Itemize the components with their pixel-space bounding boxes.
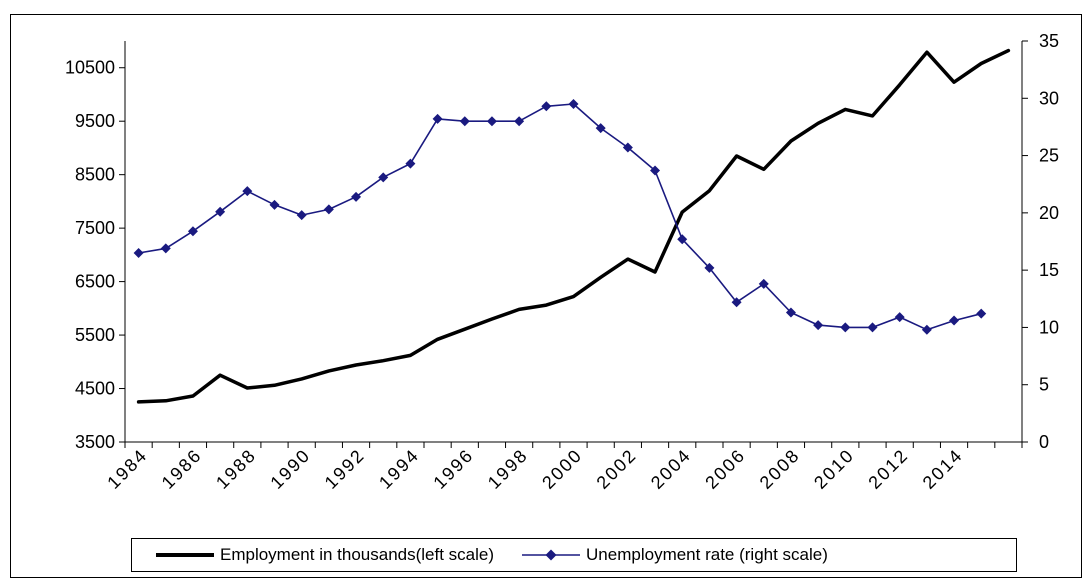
chart-legend: Employment in thousands(left scale) Unem… xyxy=(131,538,1017,572)
x-tick-label: 2014 xyxy=(919,445,967,493)
unemployment-point xyxy=(405,158,416,169)
right-y-tick-label: 5 xyxy=(1039,375,1049,395)
right-y-tick-label: 30 xyxy=(1039,88,1059,108)
unemployment-point xyxy=(976,308,987,319)
unemployment-point xyxy=(921,324,932,335)
unemployment-point xyxy=(785,307,796,318)
unemployment-point xyxy=(160,243,171,254)
unemployment-point xyxy=(187,226,198,237)
unemployment-point xyxy=(813,320,824,331)
left-y-tick-label: 7500 xyxy=(75,218,115,238)
unemployment-point xyxy=(323,204,334,215)
left-y-tick-label: 10500 xyxy=(65,58,115,78)
unemployment-point xyxy=(351,191,362,202)
unemployment-point xyxy=(133,247,144,258)
unemployment-point xyxy=(269,199,280,210)
unemployment-point xyxy=(541,101,552,112)
left-y-tick-label: 6500 xyxy=(75,272,115,292)
left-y-tick-label: 5500 xyxy=(75,325,115,345)
x-tick-label: 2012 xyxy=(864,445,912,493)
unemployment-point xyxy=(296,210,307,221)
x-tick-label: 1986 xyxy=(158,445,206,493)
unemployment-point xyxy=(432,113,443,124)
unemployment-point xyxy=(514,116,525,127)
unemployment-point xyxy=(758,278,769,289)
unemployment-point xyxy=(378,172,389,183)
right-y-tick-label: 35 xyxy=(1039,31,1059,51)
x-tick-label: 1988 xyxy=(212,445,260,493)
right-y-tick-label: 10 xyxy=(1039,317,1059,337)
right-y-tick-label: 15 xyxy=(1039,260,1059,280)
right-y-tick-label: 0 xyxy=(1039,432,1049,452)
legend-item-employment: Employment in thousands(left scale) xyxy=(154,545,494,565)
x-tick-label: 2006 xyxy=(701,445,749,493)
unemployment-point xyxy=(894,312,905,323)
unemployment-point xyxy=(731,297,742,308)
unemployment-point xyxy=(677,234,688,245)
unemployment-point xyxy=(840,322,851,333)
left-y-tick-label: 8500 xyxy=(75,165,115,185)
legend-label-unemployment: Unemployment rate (right scale) xyxy=(586,545,828,564)
unemployment-point xyxy=(459,116,470,127)
x-tick-label: 1992 xyxy=(321,445,369,493)
left-y-tick-label: 4500 xyxy=(75,379,115,399)
unemployment-point xyxy=(242,186,253,197)
unemployment-point xyxy=(650,165,661,176)
x-tick-label: 2000 xyxy=(538,445,586,493)
left-y-tick-label: 3500 xyxy=(75,432,115,452)
unemployment-point xyxy=(867,322,878,333)
x-tick-label: 2004 xyxy=(647,445,695,493)
x-tick-label: 1994 xyxy=(375,445,423,493)
left-y-tick-label: 9500 xyxy=(75,111,115,131)
unemployment-point xyxy=(215,206,226,217)
unemployment-point xyxy=(704,262,715,273)
legend-swatch-unemployment xyxy=(522,549,581,561)
unemployment-point xyxy=(595,123,606,134)
x-tick-label: 1996 xyxy=(429,445,477,493)
unemployment-series-line xyxy=(137,103,982,331)
x-tick-label: 1990 xyxy=(266,445,314,493)
right-y-tick-label: 20 xyxy=(1039,203,1059,223)
legend-item-unemployment: Unemployment rate (right scale) xyxy=(520,545,828,565)
employment-series-line xyxy=(136,48,1011,404)
right-y-tick-label: 25 xyxy=(1039,146,1059,166)
x-tick-label: 2008 xyxy=(756,445,804,493)
x-tick-label: 2010 xyxy=(810,445,858,493)
unemployment-point xyxy=(486,116,497,127)
legend-label-employment: Employment in thousands(left scale) xyxy=(220,545,495,564)
unemployment-point xyxy=(622,142,633,153)
x-tick-label: 1998 xyxy=(484,445,532,493)
legend-swatch-employment xyxy=(156,553,214,557)
unemployment-point xyxy=(568,99,579,110)
unemployment-point xyxy=(949,315,960,326)
x-tick-label: 2002 xyxy=(593,445,641,493)
